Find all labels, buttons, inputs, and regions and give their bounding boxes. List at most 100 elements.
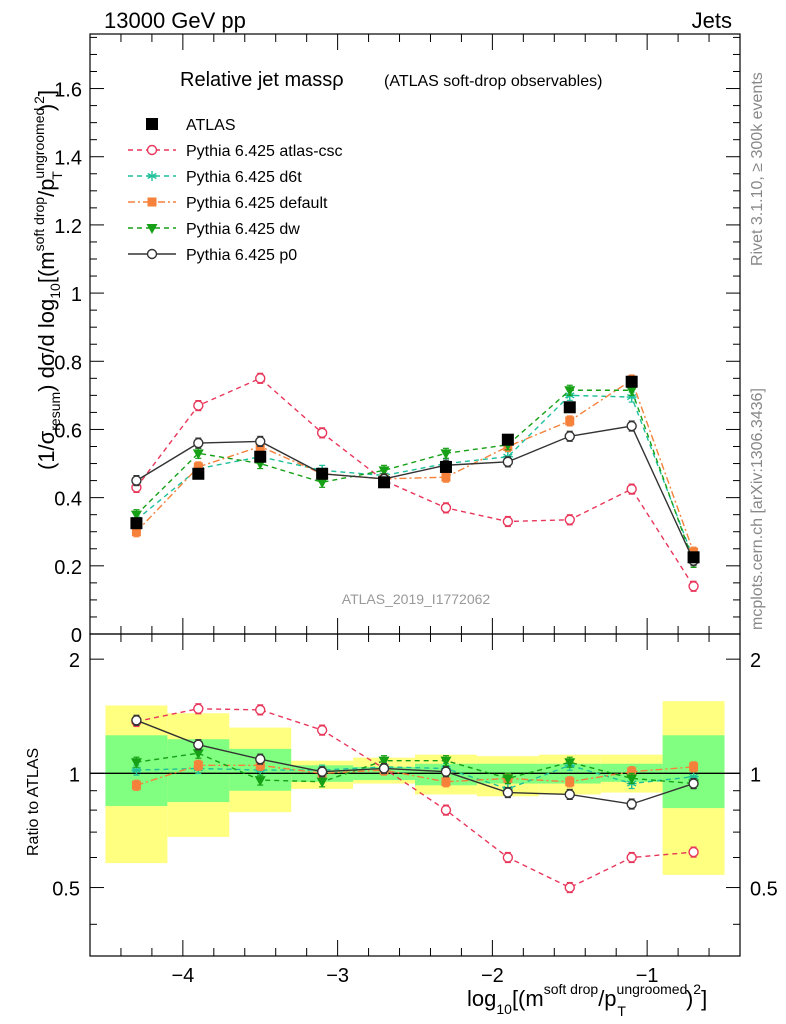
series-point [193,400,204,411]
ratio-point [502,852,514,863]
series-point [626,483,637,495]
series-point [565,416,575,426]
ratio-point [255,760,265,770]
y-tick-label: 1.2 [54,216,82,238]
series-point [255,436,266,447]
x-tick-label: −4 [171,965,194,987]
legend-label: ATLAS [186,117,236,134]
header-left: 13000 GeV pp [104,8,246,33]
series-point [192,449,204,460]
x-tick-label: −1 [636,965,659,987]
series-point [564,386,576,397]
data-point [687,551,700,564]
series-point [564,431,575,442]
series-line-2 [135,378,695,553]
legend-marker [146,248,158,260]
ratio-point [626,774,638,785]
legend-marker [146,118,158,130]
legend-label: Pythia 6.425 d6t [186,169,302,186]
ratio-point [440,766,452,777]
series-point [130,510,142,521]
ratio-point [502,787,514,798]
ratio-point [131,780,141,790]
ratio-point [626,798,637,810]
ratio-point [378,756,390,767]
y-tick-label: 0.2 [54,557,82,579]
series-point [441,472,451,482]
ratio-line-4 [136,719,694,805]
y-tick-label: 0.6 [54,420,82,442]
ratio-point [130,758,142,769]
ratio-point [440,804,452,816]
ratio-point [688,846,699,858]
series-line-4 [136,425,695,561]
series-point [316,478,328,489]
ratio-y-tick-label: 1 [69,764,80,786]
data-point [625,375,638,388]
header-right: Jets [692,8,732,33]
legend: ATLAS Pythia 6.425 atlas-csc Pythia 6.425 … [128,117,343,264]
ratio-point [254,776,266,787]
legend-label: Pythia 6.425 default [186,195,328,212]
data-point [316,467,329,480]
series-point [564,514,575,525]
series-line-3 [135,389,695,563]
data-point [192,467,205,480]
series-point [440,449,452,460]
y-tick-label: 0 [71,625,82,647]
ratio-plot-panel: −4 −3 −2 −1 0.5 0.5 1 1 2 2 [52,633,778,987]
ratio-line-2 [136,764,694,786]
ratio-y-tick-label: 1 [750,764,761,786]
ratio-point [316,777,328,788]
ratio-y-tick-label: 2 [69,650,80,672]
ratio-line-1 [136,764,694,790]
series-point [626,420,637,432]
y-tick-label: 0.8 [54,352,82,374]
ratio-point [565,777,575,787]
ratio-point [502,774,514,785]
ratio-point [689,762,699,772]
ratio-point [564,882,575,893]
data-point [130,517,143,530]
series-point [316,427,328,439]
series-point [378,466,390,477]
chart-title: Relative jet massρ [180,69,344,91]
ratio-point [564,789,575,800]
data-point [439,460,452,473]
ratio-point [192,749,204,760]
legend-label: Pythia 6.425 dw [186,221,300,238]
ratio-point [193,739,204,750]
series-point [193,437,204,449]
ratio-point [440,756,452,767]
data-point [563,401,576,414]
series-point [440,502,452,514]
series-point [255,373,266,384]
watermark: ATLAS_2019_I1772062 [342,591,491,607]
ratio-point [131,715,142,726]
legend-label: Pythia 6.425 p0 [186,247,297,264]
ratio-point [626,852,637,863]
ratio-y-axis-label: Ratio to ATLAS [25,748,42,856]
ratio-point [193,703,204,714]
legend-marker [146,144,158,156]
series-point [502,516,514,527]
series-point [688,581,699,592]
ratio-point [627,767,637,777]
legend-marker [147,171,157,181]
ratio-point [378,763,390,774]
series-line-0 [135,377,695,587]
series-point [131,527,141,537]
main-plot-panel: 0 0.2 0.4 0.6 0.8 1 1.2 1.4 1.6 ATLAS Pythia 6.42… [54,33,741,647]
series-point [502,456,514,468]
y-tick-label: 1 [71,284,82,306]
y-tick-label: 1.4 [54,148,82,170]
chart-subtitle: (ATLAS soft-drop observables) [384,73,602,90]
ratio-point [193,760,203,770]
series-line-1 [135,394,695,560]
ratio-point [441,777,451,787]
side-label-top: Rivet 3.1.10, ≥ 300k events [749,72,766,266]
ratio-point [688,778,699,789]
data-point [378,476,391,489]
x-tick-label: −2 [481,965,504,987]
